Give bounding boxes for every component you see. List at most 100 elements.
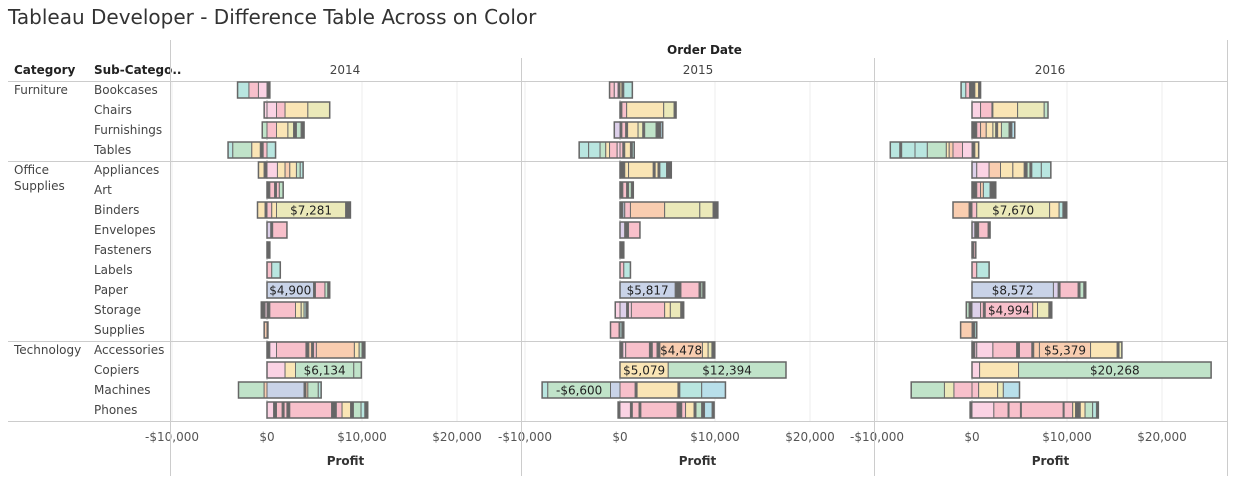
bar-segment[interactable] [992, 341, 1018, 359]
bar-segment[interactable] [307, 381, 319, 399]
bar-segment[interactable] [262, 141, 268, 159]
bar-segment[interactable] [637, 121, 644, 139]
bar-segment[interactable] [926, 141, 947, 159]
bar-segment[interactable] [707, 341, 713, 359]
bar-segment[interactable] [624, 161, 630, 179]
bar-segment[interactable] [353, 361, 362, 379]
bar-segment[interactable] [315, 341, 355, 359]
bar-segment[interactable] [695, 401, 703, 419]
bar-segment[interactable] [901, 141, 916, 159]
bar-segment[interactable] [681, 401, 687, 419]
bar-segment[interactable] [266, 201, 273, 219]
bar-segment[interactable] [251, 141, 261, 159]
subcategory-label[interactable]: Art [94, 183, 112, 197]
subcategory-label[interactable]: Chairs [94, 103, 132, 117]
subcategory-label[interactable]: Envelopes [94, 223, 156, 237]
bar-segment[interactable] [976, 261, 990, 279]
bar-segment[interactable] [952, 141, 963, 159]
bar-segment[interactable] [609, 141, 618, 159]
bar-segment[interactable] [676, 401, 683, 419]
bar-segment[interactable] [701, 381, 726, 399]
bar-segment[interactable] [628, 161, 654, 179]
bar-segment[interactable] [1002, 381, 1020, 399]
bar-segment[interactable] [314, 281, 326, 299]
bar-segment[interactable] [238, 381, 265, 399]
bar-segment[interactable] [341, 401, 352, 419]
subcategory-label[interactable]: Bookcases [94, 83, 158, 97]
bar-segment[interactable] [644, 121, 657, 139]
category-label[interactable]: Office Supplies [14, 163, 65, 193]
bar-segment[interactable] [1079, 281, 1085, 299]
bar-segment[interactable] [1036, 301, 1050, 319]
bar-segment[interactable] [1033, 341, 1040, 359]
bar-segment[interactable] [628, 221, 641, 239]
bar-segment[interactable] [295, 121, 302, 139]
bar-segment[interactable] [624, 141, 631, 159]
bar-segment[interactable] [610, 381, 621, 399]
bar-segment[interactable] [685, 401, 695, 419]
bar-segment[interactable] [257, 81, 268, 99]
bar-segment[interactable] [1084, 401, 1094, 419]
bar-segment[interactable] [1000, 121, 1010, 139]
subcategory-label[interactable]: Labels [94, 263, 133, 277]
subcategory-label[interactable]: Phones [94, 403, 138, 417]
bar-segment[interactable] [1017, 101, 1045, 119]
bar-segment[interactable] [914, 141, 928, 159]
bar-segment[interactable] [331, 401, 337, 419]
bar-segment[interactable] [1092, 401, 1097, 419]
bar-segment[interactable] [610, 321, 620, 339]
bar-segment[interactable] [619, 401, 631, 419]
bar-segment[interactable] [237, 81, 250, 99]
subcategory-label[interactable]: Machines [94, 383, 151, 397]
bar-segment[interactable] [701, 341, 709, 359]
bar-segment[interactable] [953, 381, 973, 399]
bar-segment[interactable] [1049, 201, 1060, 219]
bar-segment[interactable] [284, 161, 291, 179]
bar-segment[interactable] [272, 221, 288, 239]
bar-segment[interactable] [266, 141, 277, 159]
bar-segment[interactable] [295, 161, 301, 179]
category-label[interactable]: Furniture [14, 83, 68, 97]
bar-segment[interactable] [974, 81, 980, 99]
bar-segment[interactable] [266, 401, 275, 419]
bar-segment[interactable] [974, 221, 980, 239]
bar-segment[interactable] [965, 81, 971, 99]
bar-segment[interactable] [971, 381, 980, 399]
bar-segment[interactable] [619, 381, 636, 399]
bar-segment[interactable] [257, 161, 265, 179]
bar-segment[interactable] [1032, 301, 1038, 319]
bar-segment[interactable] [651, 341, 658, 359]
bar-segment[interactable] [1040, 161, 1052, 179]
bar-segment[interactable] [295, 301, 302, 319]
bar-segment[interactable] [982, 181, 991, 199]
bar-segment[interactable] [960, 321, 973, 339]
bar-segment[interactable] [664, 301, 671, 319]
bar-segment[interactable] [976, 161, 990, 179]
bar-segment[interactable] [1031, 161, 1042, 179]
bar-segment[interactable] [988, 161, 1001, 179]
bar-segment[interactable] [992, 101, 1019, 119]
subcategory-label[interactable]: Storage [94, 303, 141, 317]
bar-segment[interactable] [948, 141, 954, 159]
bar-segment[interactable] [978, 221, 989, 239]
bar-segment[interactable] [613, 81, 619, 99]
bar-segment[interactable] [699, 201, 714, 219]
bar-segment[interactable] [680, 281, 700, 299]
bar-segment[interactable] [669, 301, 682, 319]
bar-segment[interactable] [655, 121, 662, 139]
bar-segment[interactable] [674, 281, 682, 299]
bar-segment[interactable] [978, 381, 999, 399]
bar-segment[interactable] [985, 121, 994, 139]
bar-segment[interactable] [976, 121, 982, 139]
bar-segment[interactable] [997, 121, 1002, 139]
subcategory-label[interactable]: Accessories [94, 343, 165, 357]
bar-segment[interactable] [284, 101, 309, 119]
subcategory-label[interactable]: Copiers [94, 363, 140, 377]
bar-segment[interactable] [1000, 161, 1014, 179]
bar-segment[interactable] [623, 81, 633, 99]
bar-segment[interactable] [1020, 401, 1064, 419]
bar-segment[interactable] [352, 401, 362, 419]
bar-segment[interactable] [624, 201, 631, 219]
bar-segment[interactable] [636, 381, 679, 399]
bar-segment[interactable] [910, 381, 945, 399]
